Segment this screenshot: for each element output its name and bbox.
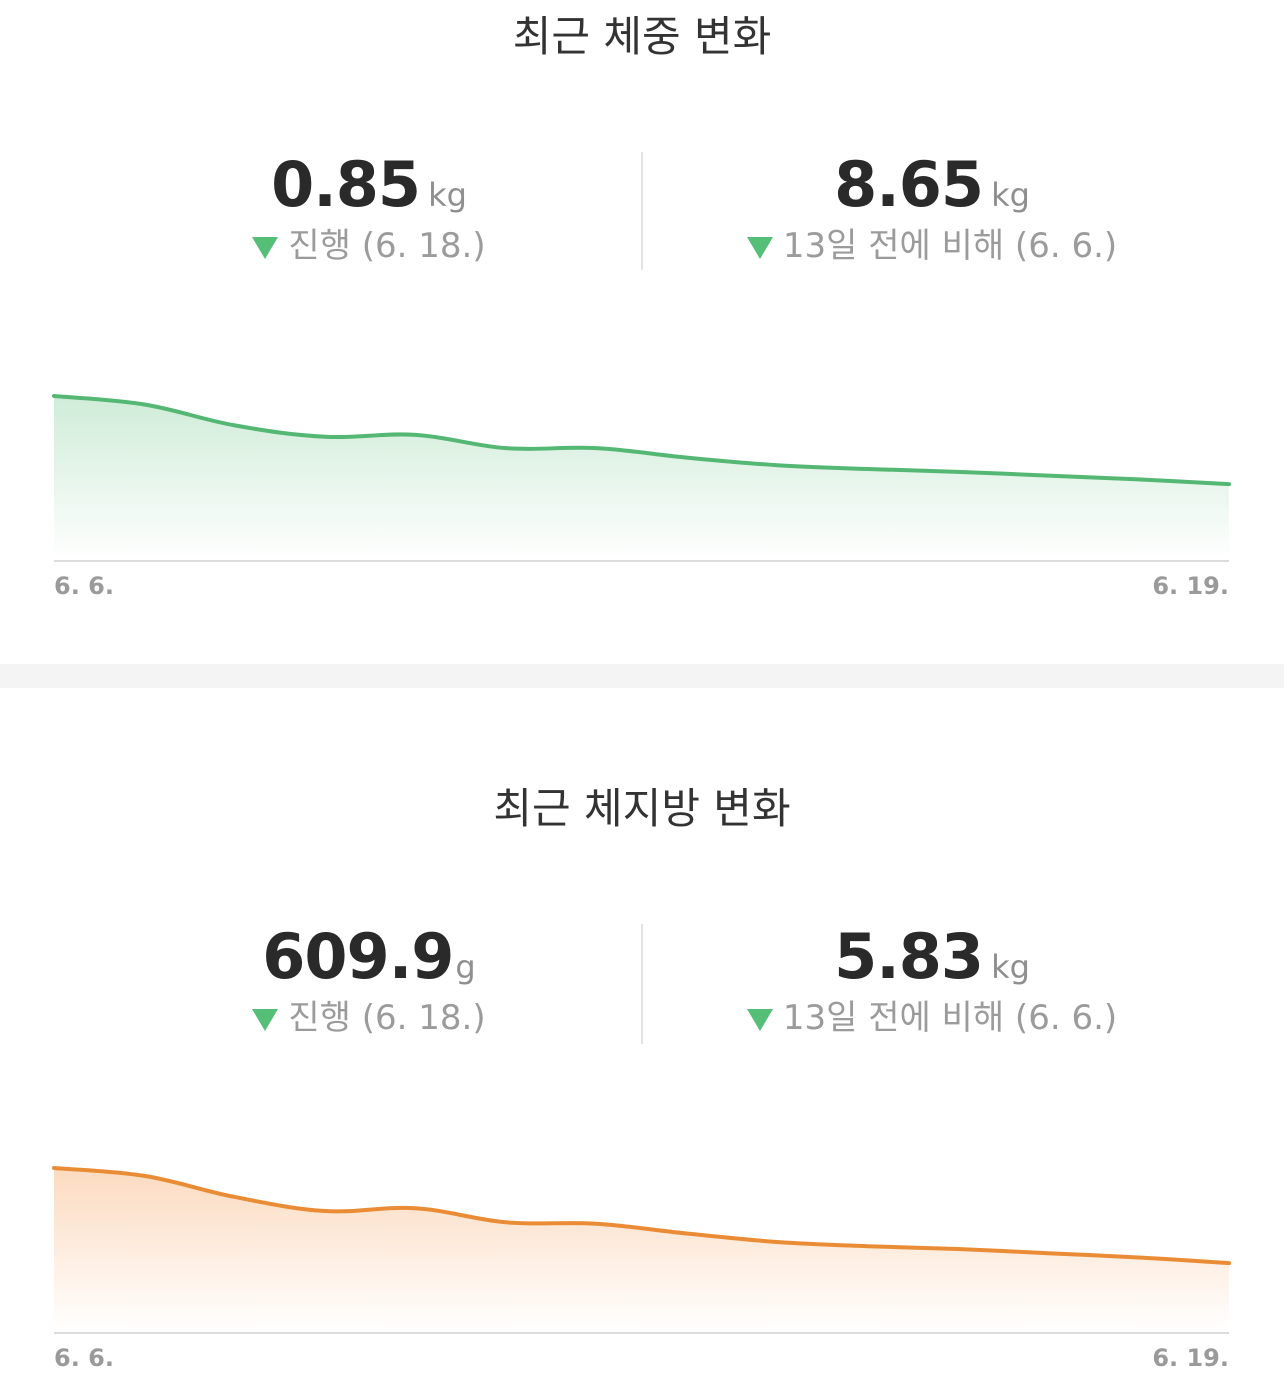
weight-total-unit: kg	[991, 176, 1030, 214]
weight-section-title: 최근 체중 변화	[512, 12, 772, 61]
fat-total-value: 5.83	[834, 920, 984, 993]
weight-x-tick-label: 6. 19.	[1152, 572, 1229, 600]
weight-progress-stat: 0.85 kg 진행 (6. 18.)	[49, 150, 689, 268]
weight-total-stat: 8.65 kg 13일 전에 비해 (6. 6.)	[642, 150, 1222, 268]
fat-progress-unit: g	[455, 948, 476, 986]
weight-progress-caption: 진행 (6. 18.)	[288, 226, 486, 266]
body-fat-change-section: 최근 체지방 변화 609.9g 진행 (6. 18.) 5.83 kg 13일 …	[0, 688, 1284, 1396]
down-triangle-icon	[746, 1009, 773, 1031]
fat-total-unit: kg	[991, 948, 1030, 986]
down-triangle-icon	[746, 237, 773, 259]
weight-area-fill	[54, 396, 1229, 560]
weight-progress-value: 0.85	[271, 148, 421, 221]
down-triangle-icon	[252, 1009, 279, 1031]
fat-x-tick-label: 6. 19.	[1152, 1344, 1229, 1372]
section-separator	[0, 664, 1284, 688]
stat-divider	[641, 152, 643, 270]
fat-area-chart: 6. 6. 6. 19.	[52, 1166, 1231, 1372]
weight-change-section: 최근 체중 변화 0.85 kg 진행 (6. 18.) 8.65 kg 13일 전…	[0, 0, 1284, 664]
weight-area-chart: 6. 6. 6. 19.	[52, 394, 1231, 600]
down-triangle-icon	[252, 237, 279, 259]
fat-section-title: 최근 체지방 변화	[493, 784, 791, 833]
fat-total-caption: 13일 전에 비해 (6. 6.)	[782, 998, 1118, 1038]
fat-total-stat: 5.83 kg 13일 전에 비해 (6. 6.)	[642, 922, 1222, 1040]
fat-progress-value: 609.9	[262, 920, 454, 993]
stat-divider	[641, 924, 643, 1044]
fat-x-tick-label: 6. 6.	[54, 1344, 114, 1372]
weight-total-caption: 13일 전에 비해 (6. 6.)	[782, 226, 1118, 266]
weight-progress-unit: kg	[428, 176, 467, 214]
fat-progress-caption: 진행 (6. 18.)	[288, 998, 486, 1038]
weight-total-value: 8.65	[834, 148, 984, 221]
weight-x-tick-label: 6. 6.	[54, 572, 114, 600]
fat-progress-stat: 609.9g 진행 (6. 18.)	[49, 922, 689, 1040]
weight-series-line	[52, 394, 1231, 487]
fat-area-fill	[54, 1168, 1229, 1332]
fat-series-line	[52, 1166, 1231, 1266]
